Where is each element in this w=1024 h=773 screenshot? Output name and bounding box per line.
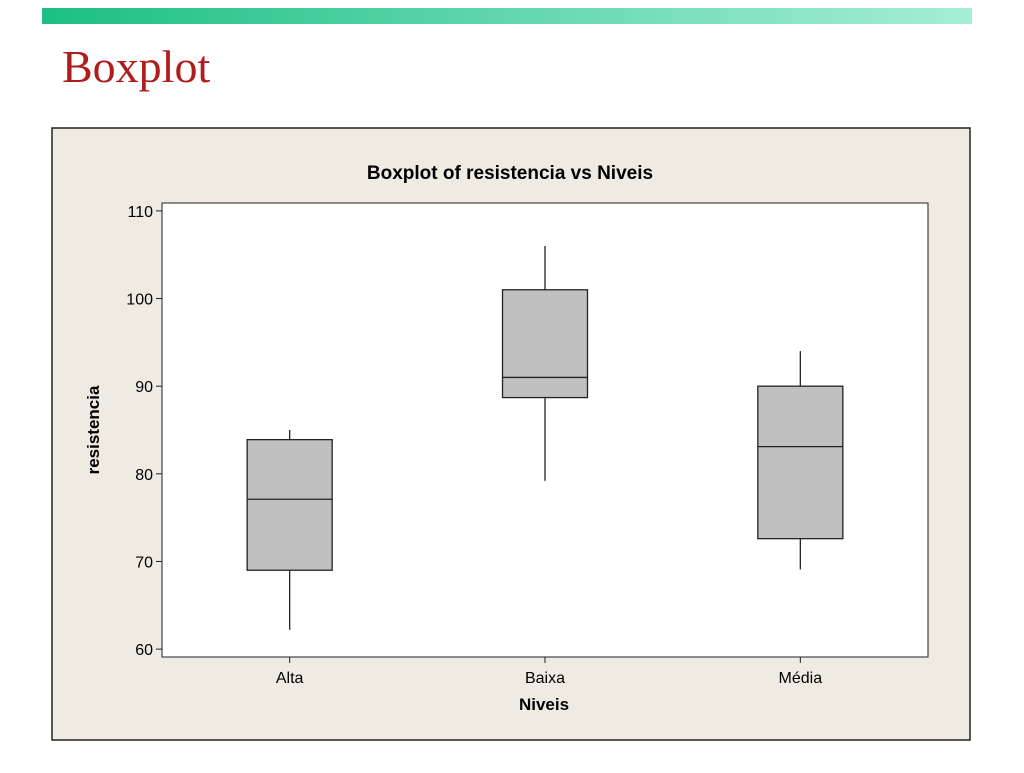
chart-title: Boxplot of resistencia vs Niveis (367, 163, 653, 184)
y-tick-label: 90 (135, 379, 153, 396)
y-axis-label: resistencia (84, 385, 103, 474)
x-tick-label: Baixa (525, 670, 565, 687)
box (757, 385, 844, 540)
y-tick-label: 110 (127, 204, 153, 221)
x-tick-label: Alta (276, 670, 304, 687)
y-tick-label: 100 (126, 292, 153, 309)
y-tick-label: 60 (135, 642, 153, 659)
slide-title: Boxplot (62, 41, 210, 92)
x-axis-label: Niveis (519, 695, 569, 714)
y-tick-label: 70 (135, 554, 153, 571)
x-tick-label: Média (779, 670, 823, 687)
header-bar (42, 8, 972, 24)
y-tick-label: 80 (135, 467, 153, 484)
box (501, 289, 589, 399)
box (246, 438, 333, 571)
